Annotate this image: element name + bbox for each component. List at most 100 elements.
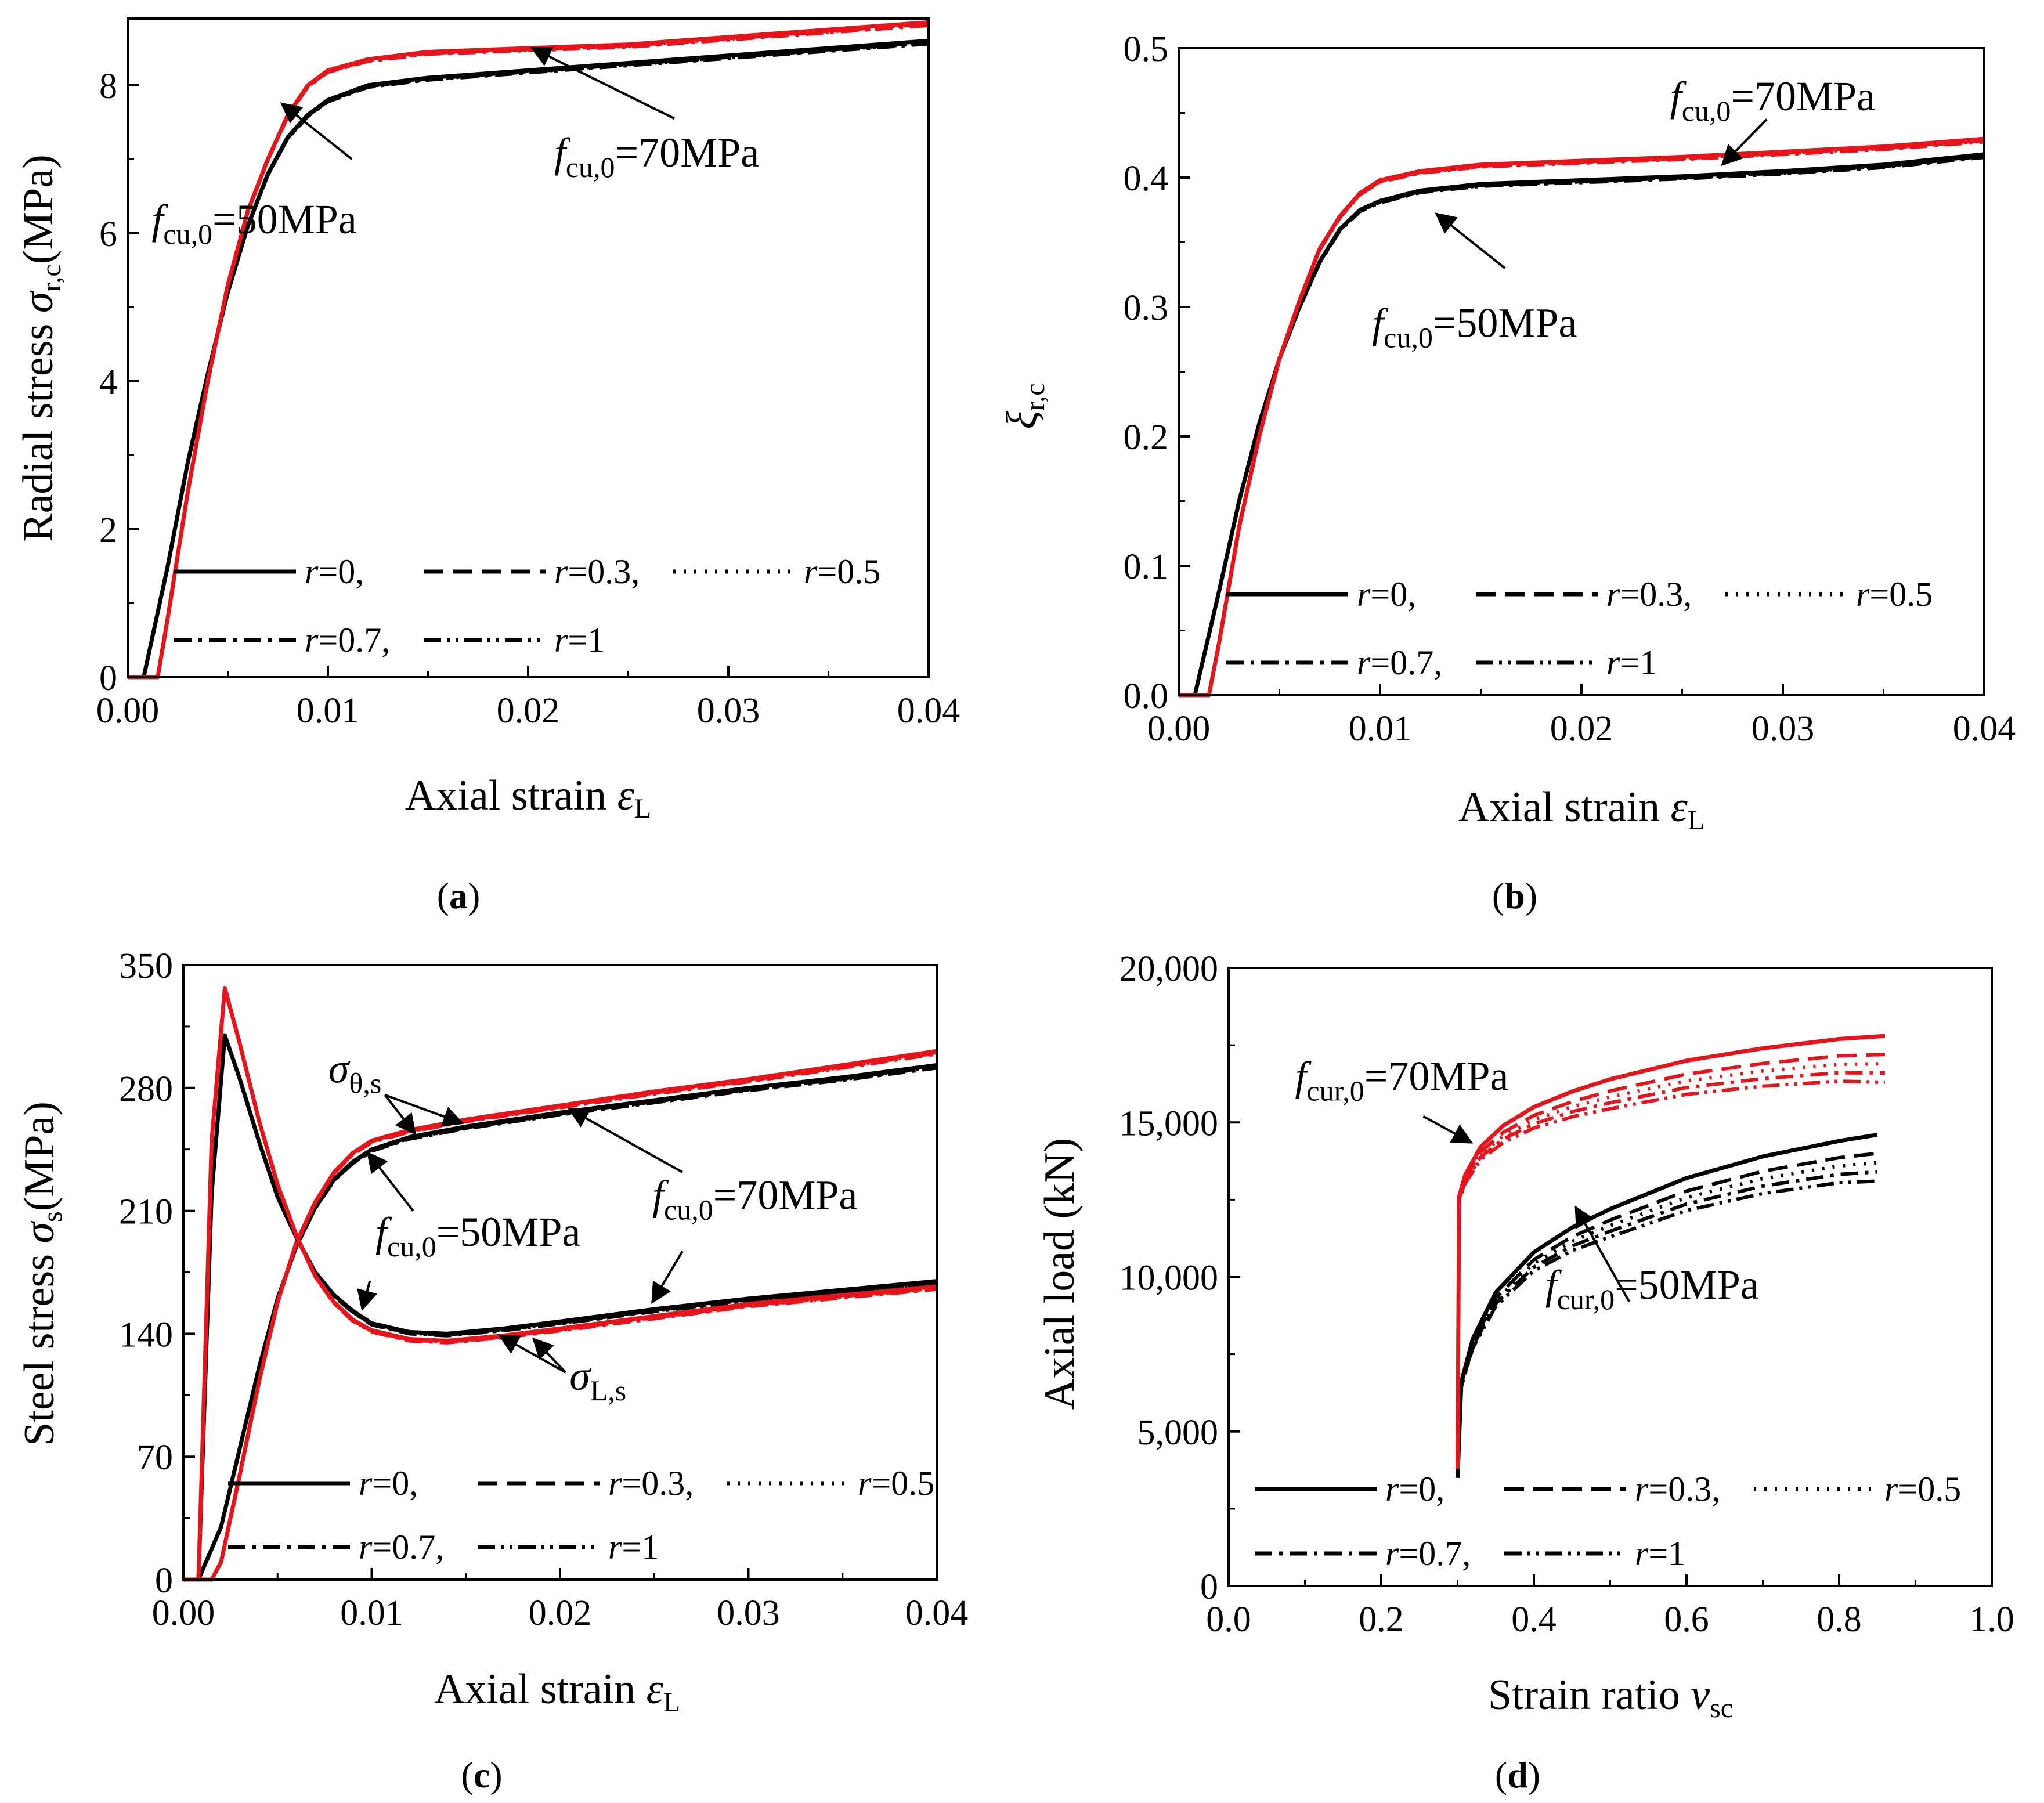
axes-frame-d — [1227, 967, 1993, 1587]
annotation-arrow — [530, 47, 675, 120]
y-axis-label-d: Axial load (kN) — [1036, 1138, 1084, 1410]
annotation-arrow — [651, 1251, 684, 1305]
y-axis-label-a: Radial stress σr,c(MPa) — [15, 154, 67, 542]
y-tick-label: 0.0 — [1124, 677, 1169, 716]
x-tick-label: 0.01 — [340, 1594, 403, 1633]
legend-label: r=1 — [1606, 644, 1657, 682]
x-tick-label: 0.02 — [497, 691, 560, 731]
x-axis-label-c: Axial strain εL — [434, 1665, 680, 1718]
series-line-solid — [128, 38, 929, 680]
x-tick-label: 0.04 — [897, 691, 960, 731]
series-line-dash — [1178, 154, 1985, 698]
x-tick-label: 0.02 — [529, 1594, 592, 1633]
x-tick-label: 0.01 — [1349, 709, 1412, 749]
y-tick-label: 0 — [99, 659, 117, 698]
y-tick-label: 15,000 — [1119, 1104, 1219, 1143]
plot-area-c — [183, 985, 937, 1582]
series-line-dash — [1456, 1053, 1885, 1469]
annotation-arrow — [498, 1334, 566, 1374]
panel-c: 0.00 0.01 0.02 0.03 0.04 0 70 140 210 280 350 Axia… — [16, 946, 968, 1795]
annotation-label: fcur,0=70MPa — [1295, 1053, 1508, 1107]
y-axis-label-b: ξr,c — [998, 383, 1050, 429]
series-line-dashdotdot — [196, 986, 937, 1580]
legend-label: r=0, — [359, 1464, 418, 1502]
y-tick-label: 2 — [99, 511, 117, 550]
legend-c: r=0, r=0.3, r=0.5 r=0.7, r=1 — [228, 1464, 934, 1566]
legend-d: r=0, r=0.3, r=0.5 r=0.7, r=1 — [1255, 1470, 1961, 1573]
annotations-c: σθ,s fcu,0=50MPa fcu,0=70MPa σL,s — [328, 1046, 857, 1407]
series-line-solid — [1456, 1133, 1878, 1478]
series-line-solid — [183, 1049, 937, 1582]
series-line-dashdot — [183, 1052, 937, 1582]
ticks-d: 0.0 0.2 0.4 0.6 0.8 1.0 0 5,000 10,000 15,000 20,0… — [1119, 949, 2014, 1639]
legend-a: r=0, r=0.3, r=0.5 r=0.7, r=1 — [174, 552, 880, 659]
caption-letter-d: d — [1507, 1754, 1528, 1795]
axes-frame-c — [182, 964, 938, 1581]
annotation-label: fcu,0=50MPa — [375, 1209, 580, 1263]
series-line-dot — [196, 1034, 937, 1580]
panel-b: 0.00 0.01 0.02 0.03 0.04 0.0 0.1 0.2 0.3 0.4 0.5 A… — [998, 30, 2016, 916]
y-tick-label: 4 — [99, 363, 117, 402]
x-tick-label: 0.6 — [1664, 1600, 1709, 1639]
caption-c: (c) — [461, 1754, 502, 1795]
x-tick-label: 0.0 — [1206, 1600, 1251, 1639]
x-tick-label: 0.4 — [1511, 1600, 1557, 1639]
annotation-arrow — [1574, 1205, 1631, 1303]
annotations-a: fcu,0=50MPa fcu,0=70MPa — [151, 47, 759, 250]
annotation-label: σθ,s — [328, 1046, 381, 1100]
series-line-dashdot — [196, 986, 937, 1580]
legend-label: r=1 — [608, 1528, 659, 1566]
annotation-arrow — [384, 1094, 464, 1127]
plot-area-b — [1178, 136, 1985, 698]
series-line-solid — [1179, 136, 1985, 698]
x-axis-label-b: Axial strain εL — [1458, 783, 1704, 836]
x-tick-label: 0.00 — [96, 691, 160, 731]
x-tick-label: 0.03 — [717, 1594, 780, 1633]
x-axis-label-a: Axial strain εL — [405, 772, 651, 824]
annotation-label: fcu,0=70MPa — [554, 129, 759, 183]
y-axis-label-c: Steel stress σs(MPa) — [16, 1101, 68, 1446]
legend-label: r=1 — [1635, 1534, 1685, 1573]
series-line-dash — [1456, 1151, 1878, 1478]
series-line-dashdotdot — [1456, 1079, 1885, 1469]
series-line-dot — [1456, 1161, 1878, 1478]
series-line-solid — [196, 1033, 937, 1580]
y-tick-label: 0.4 — [1124, 159, 1169, 198]
annotation-label: fcu,0=70MPa — [1670, 73, 1875, 127]
x-tick-label: 0.03 — [697, 691, 760, 731]
annotations-d: fcur,0=70MPa fcur,0=50MPa — [1295, 1053, 1758, 1315]
legend-label: r=0.7, — [1385, 1534, 1471, 1573]
legend-label: r=0.7, — [305, 621, 390, 659]
x-tick-label: 0.04 — [1953, 709, 2016, 749]
ticks-a: 0.00 0.01 0.02 0.03 0.04 0 2 4 6 8 — [96, 67, 960, 731]
annotation-label: σL,s — [569, 1353, 626, 1407]
y-tick-label: 0.1 — [1124, 547, 1169, 587]
x-tick-label: 0.04 — [905, 1594, 969, 1633]
series-line-dash — [196, 986, 937, 1580]
y-tick-label: 0 — [1200, 1567, 1218, 1607]
annotation-arrow — [1721, 118, 1768, 167]
series-line-dot — [183, 1052, 937, 1582]
legend-label: r=0.3, — [554, 552, 640, 591]
y-tick-label: 10,000 — [1119, 1259, 1219, 1298]
y-tick-label: 0.3 — [1124, 288, 1169, 328]
series-line-solid — [196, 985, 937, 1580]
legend-label: r=0.3, — [1635, 1470, 1720, 1508]
series-line-solid — [1456, 1034, 1886, 1469]
y-tick-label: 70 — [137, 1438, 173, 1477]
panel-d: 0.0 0.2 0.4 0.6 0.8 1.0 0 5,000 10,000 15,000 20,0… — [1036, 949, 2014, 1795]
series-line-dot — [1178, 154, 1985, 698]
annotation-arrow — [357, 1281, 378, 1311]
plot-area-a — [127, 20, 929, 680]
annotations-b: fcu,0=70MPa fcu,0=50MPa — [1372, 73, 1875, 353]
legend-label: r=1 — [554, 621, 605, 659]
y-tick-label: 0.5 — [1124, 30, 1169, 69]
caption-letter-c: c — [474, 1754, 490, 1795]
annotation-arrow — [532, 1337, 567, 1374]
annotation-arrow — [384, 1094, 417, 1136]
x-tick-label: 0.00 — [1147, 709, 1211, 749]
y-tick-label: 350 — [119, 946, 173, 986]
legend-label: r=0.5 — [1856, 575, 1933, 613]
series-line-solid — [128, 20, 929, 680]
